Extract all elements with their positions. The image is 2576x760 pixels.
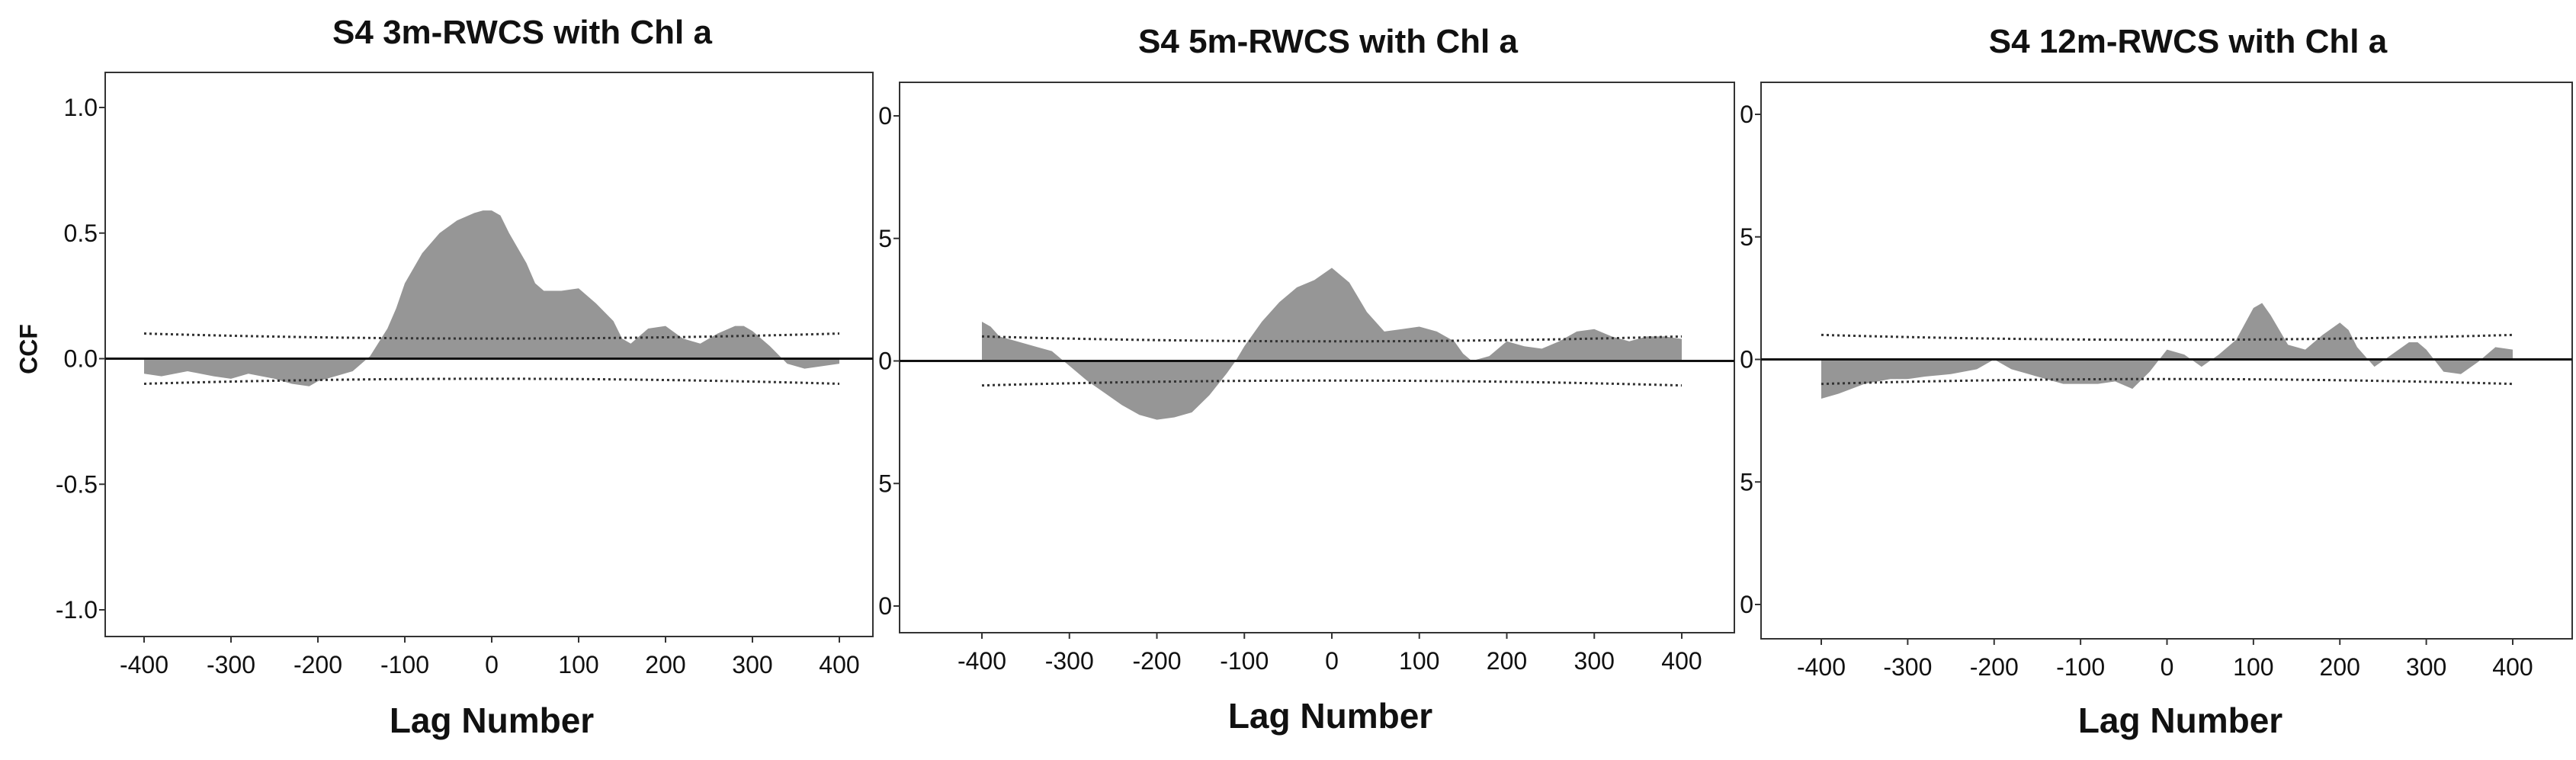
x-tick-label: 300 bbox=[732, 651, 772, 678]
ccf-area bbox=[1821, 303, 2513, 399]
x-tick-label: 300 bbox=[1574, 647, 1615, 675]
x-tick-label: 0 bbox=[485, 651, 499, 678]
x-tick-label: 400 bbox=[1661, 647, 1702, 675]
x-tick-label: -400 bbox=[958, 647, 1006, 675]
chart-title: S4 12m-RWCS with Chl a bbox=[1988, 23, 2388, 60]
x-tick-label: -200 bbox=[1970, 653, 2019, 681]
chart-svg: 1.0 0.5 0.0 -0.5 -1.0 -400 -300 -200 -100 0 100 200… bbox=[877, 82, 1735, 675]
x-tick-label: -200 bbox=[1132, 647, 1181, 675]
x-tick-label: 100 bbox=[558, 651, 598, 678]
x-tick-label: 0 bbox=[1325, 647, 1339, 675]
x-axis-label: Lag Number bbox=[2077, 701, 2283, 740]
chart-panel-s4-12m: S4 12m-RWCS with Chl a 1.0 0.5 0.0 -0.5 -1.0… bbox=[1738, 0, 2576, 760]
ccf-area bbox=[144, 210, 839, 386]
y-tick-label: 1.0 bbox=[877, 102, 892, 130]
x-tick-label: -400 bbox=[1797, 653, 1846, 681]
x-tick-label: 100 bbox=[1399, 647, 1439, 675]
x-tick-label: 400 bbox=[819, 651, 859, 678]
x-tick-label: 300 bbox=[2406, 653, 2446, 681]
x-tick-label: 200 bbox=[1487, 647, 1527, 675]
y-tick-label: 1.0 bbox=[64, 94, 98, 121]
x-tick-label: -200 bbox=[294, 651, 342, 678]
y-tick-label: -0.5 bbox=[56, 470, 98, 498]
y-tick-label: 0.5 bbox=[877, 225, 892, 252]
y-tick-label: 1.0 bbox=[1738, 101, 1753, 128]
x-tick-label: -100 bbox=[380, 651, 429, 678]
plot-frame bbox=[104, 72, 874, 637]
chart-panel-s4-3m: S4 3m-RWCS with Chl a 1.0 0.5 0.0 -0.5 -1.0-… bbox=[0, 0, 877, 760]
x-tick-label: -300 bbox=[1883, 653, 1932, 681]
y-tick-label: 0.0 bbox=[64, 345, 98, 373]
x-tick-label: -300 bbox=[1045, 647, 1094, 675]
x-tick-label: -400 bbox=[120, 651, 168, 678]
x-tick-label: -300 bbox=[207, 651, 255, 678]
x-tick-label: 0 bbox=[2161, 653, 2174, 681]
x-tick-label: -100 bbox=[1220, 647, 1269, 675]
ccf-area bbox=[982, 268, 1682, 420]
x-axis-label: Lag Number bbox=[389, 701, 595, 740]
x-tick-label: 200 bbox=[2320, 653, 2360, 681]
upper-confidence-limit bbox=[1821, 333, 2513, 342]
x-tick-label: -100 bbox=[2056, 653, 2105, 681]
x-tick-label: 100 bbox=[2233, 653, 2273, 681]
y-tick-label: -1.0 bbox=[1738, 591, 1753, 618]
chart-svg: 1.0 0.5 0.0 -0.5 -1.0 -400 -300 -200 -100 0 100 200… bbox=[56, 72, 874, 678]
x-tick-label: 400 bbox=[2492, 653, 2533, 681]
y-tick-label: -1.0 bbox=[56, 596, 98, 624]
y-tick-label: 0.0 bbox=[877, 348, 892, 375]
chart-svg: 1.0 0.5 0.0 -0.5 -1.0 -400 -300 -200 -100 0 100 200… bbox=[1738, 82, 2573, 681]
chart-panel-s4-5m: S4 5m-RWCS with Chl a 1.0 0.5 0.0 -0.5 -1.0 -… bbox=[877, 0, 1738, 760]
upper-confidence-limit bbox=[143, 332, 840, 340]
lower-confidence-limit bbox=[1821, 377, 2513, 386]
y-tick-label: 0.0 bbox=[1738, 346, 1753, 374]
y-tick-label: 0.5 bbox=[64, 220, 98, 247]
lower-confidence-limit bbox=[981, 379, 1683, 387]
x-tick-label: 200 bbox=[645, 651, 685, 678]
plot-frame bbox=[899, 82, 1735, 633]
chart-title: S4 3m-RWCS with Chl a bbox=[332, 14, 712, 51]
y-tick-label: -0.5 bbox=[1738, 468, 1753, 495]
y-tick-label: -1.0 bbox=[877, 592, 892, 620]
upper-confidence-limit bbox=[981, 335, 1683, 343]
y-tick-label: 0.5 bbox=[1738, 223, 1753, 251]
y-axis-label: CCF bbox=[14, 324, 43, 374]
y-tick-label: -0.5 bbox=[877, 470, 892, 497]
lower-confidence-limit bbox=[143, 377, 840, 385]
chart-title: S4 5m-RWCS with Chl a bbox=[1138, 23, 1518, 60]
x-axis-label: Lag Number bbox=[1227, 696, 1433, 736]
